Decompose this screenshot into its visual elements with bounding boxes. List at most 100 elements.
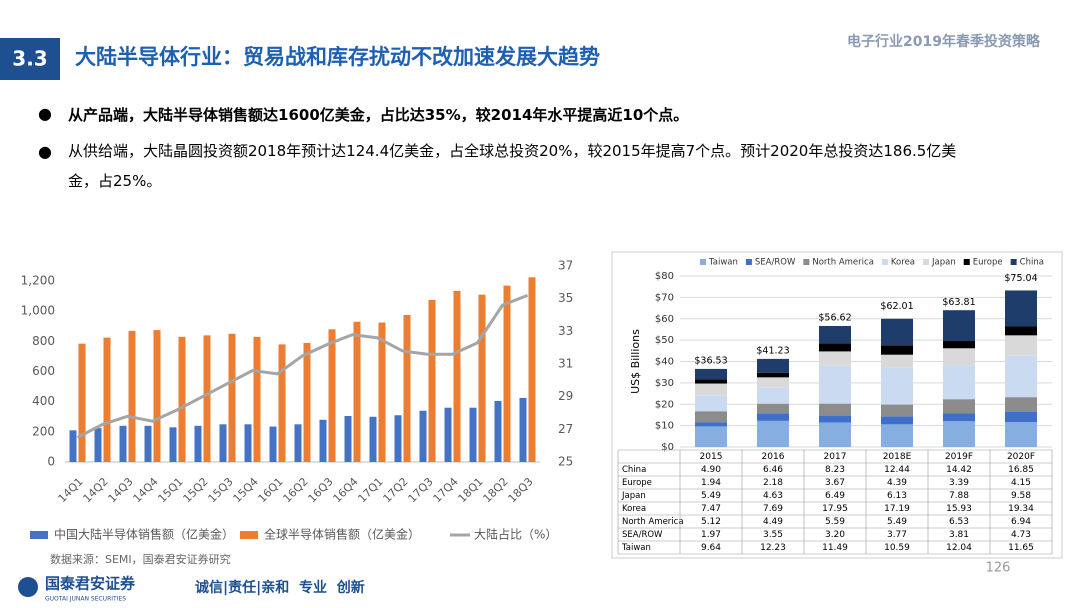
total-label: $36.53 bbox=[694, 355, 727, 366]
table-cell: 3.67 bbox=[825, 478, 845, 488]
x-tick-label: 18Q3 bbox=[506, 475, 536, 505]
bullet: ● bbox=[38, 142, 52, 161]
legend-label: 中国大陆半导体销售额（亿美金） bbox=[54, 527, 234, 542]
legend-label: 大陆占比（%） bbox=[474, 527, 557, 542]
table-row-label: China bbox=[622, 465, 646, 475]
bar-segment bbox=[943, 348, 975, 366]
bar-segment bbox=[757, 403, 789, 414]
bar-segment bbox=[1005, 326, 1037, 336]
bar-segment bbox=[881, 354, 913, 368]
bar bbox=[478, 294, 486, 462]
bar-segment bbox=[695, 426, 727, 447]
bar bbox=[253, 336, 261, 462]
table-cell: 4.49 bbox=[763, 517, 783, 527]
bar bbox=[453, 290, 461, 462]
bar bbox=[78, 343, 86, 462]
table-cell: 7.47 bbox=[701, 504, 721, 514]
bar-segment bbox=[881, 424, 913, 447]
bar bbox=[503, 285, 511, 462]
legend-swatch bbox=[745, 259, 752, 265]
total-label: $63.81 bbox=[942, 297, 975, 308]
table-cell: 5.49 bbox=[701, 491, 721, 501]
y2-tick-label: 25 bbox=[558, 455, 573, 469]
bar bbox=[144, 425, 152, 462]
legend-label: China bbox=[1020, 258, 1044, 268]
table-cell: 9.58 bbox=[1011, 491, 1031, 501]
bar-segment bbox=[1005, 335, 1037, 356]
bar-segment bbox=[757, 358, 789, 373]
bar bbox=[219, 424, 227, 462]
x-tick-label: 14Q4 bbox=[131, 475, 161, 505]
table-cell: 10.59 bbox=[884, 543, 910, 553]
bar-segment bbox=[881, 367, 913, 405]
bar-segment bbox=[757, 372, 789, 378]
section-box bbox=[0, 38, 60, 80]
bar-segment bbox=[943, 399, 975, 414]
legend-label: SEA/ROW bbox=[755, 258, 796, 268]
y-tick-label: 800 bbox=[32, 334, 55, 348]
total-label: $56.62 bbox=[818, 312, 851, 323]
x-tick-label: 14Q1 bbox=[56, 475, 86, 505]
y-tick-label: 1,200 bbox=[21, 274, 55, 288]
legend-swatch bbox=[881, 259, 888, 265]
bar-segment bbox=[1005, 397, 1037, 412]
table-cell: 12.44 bbox=[884, 465, 910, 475]
bar bbox=[519, 397, 527, 462]
legend-swatch bbox=[803, 259, 810, 265]
y-tick-label: $30 bbox=[655, 378, 674, 389]
bar-segment bbox=[819, 403, 851, 416]
x-tick-label: 15Q3 bbox=[206, 475, 236, 505]
bullet-text: 从供给端，大陆晶圆投资额2018年预计达124.4亿美金，占全球总投资20%，较… bbox=[68, 142, 957, 190]
table-cell: 8.23 bbox=[825, 465, 845, 475]
table-cell: 17.19 bbox=[884, 504, 910, 514]
table-cell: 6.53 bbox=[949, 517, 969, 527]
section: 3.3 bbox=[12, 47, 47, 71]
bar bbox=[344, 416, 352, 462]
bar bbox=[228, 333, 236, 462]
y-tick-label: $40 bbox=[655, 357, 674, 368]
bar-segment bbox=[943, 341, 975, 349]
table-cell: 6.94 bbox=[1011, 517, 1031, 527]
bar bbox=[394, 415, 402, 462]
legend-swatch bbox=[963, 259, 970, 265]
bar-segment bbox=[695, 379, 727, 384]
table-header: 2018E bbox=[883, 452, 912, 462]
bar-segment bbox=[819, 351, 851, 366]
table-header: 2019F bbox=[945, 452, 973, 462]
bar bbox=[278, 344, 286, 462]
bar bbox=[353, 321, 361, 462]
bar bbox=[94, 428, 102, 462]
table-cell: 3.20 bbox=[825, 530, 845, 540]
table-cell: 6.49 bbox=[825, 491, 845, 501]
page: 126 bbox=[986, 561, 1011, 576]
table-row-label: Japan bbox=[621, 491, 646, 501]
legend-swatch bbox=[240, 531, 258, 539]
table-cell: 7.69 bbox=[763, 504, 783, 514]
bar bbox=[428, 299, 436, 462]
y-tick-label: $0 bbox=[661, 442, 674, 453]
total-label: $41.23 bbox=[756, 345, 789, 356]
table-cell: 6.13 bbox=[887, 491, 907, 501]
table-cell: 9.64 bbox=[701, 543, 721, 553]
bar bbox=[169, 427, 177, 462]
table-cell: 6.46 bbox=[763, 465, 783, 475]
bar-segment bbox=[881, 404, 913, 417]
table-header: 2020F bbox=[1007, 452, 1035, 462]
legend-label: Korea bbox=[891, 258, 915, 268]
bar-segment bbox=[881, 345, 913, 355]
bar-segment bbox=[881, 416, 913, 425]
bar bbox=[178, 336, 186, 462]
y2-tick-label: 35 bbox=[558, 291, 573, 305]
bar-segment bbox=[819, 415, 851, 423]
table-cell: 2.18 bbox=[763, 478, 783, 488]
table-cell: 3.55 bbox=[763, 530, 783, 540]
table-cell: 17.95 bbox=[822, 504, 848, 514]
y-tick-label: 400 bbox=[32, 394, 55, 408]
bar-segment bbox=[1005, 422, 1037, 447]
x-tick-label: 16Q1 bbox=[256, 475, 286, 505]
title: 大陆半导体行业：贸易战和库存扰动不改加速发展大趋势 bbox=[75, 45, 600, 69]
slogan: 诚信|责任|亲和 专业 创新 bbox=[195, 579, 365, 596]
table-cell: 3.77 bbox=[887, 530, 907, 540]
table-header: 2016 bbox=[762, 452, 785, 462]
